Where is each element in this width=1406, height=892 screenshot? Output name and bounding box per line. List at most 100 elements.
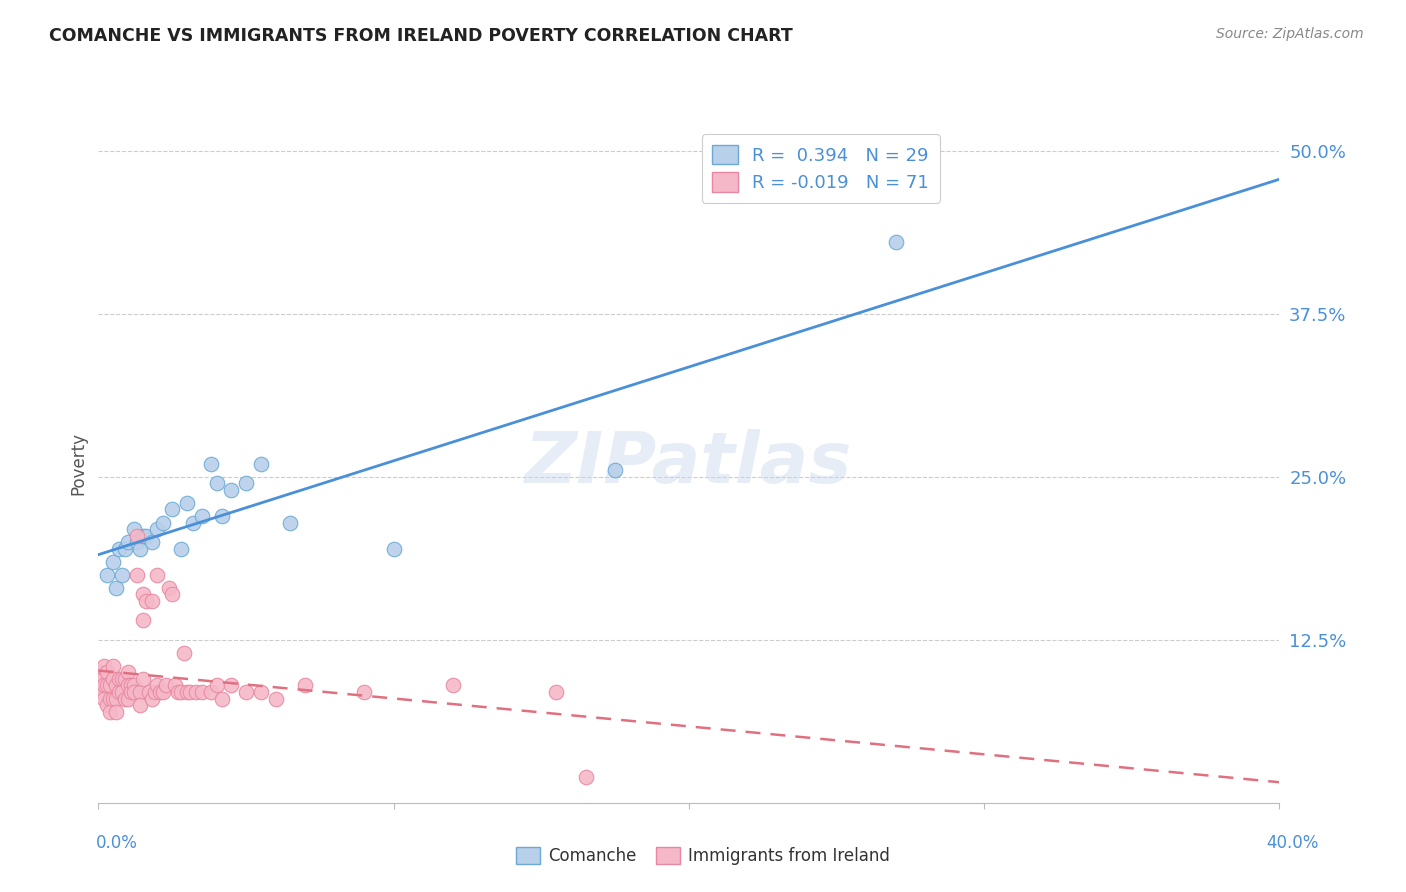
Point xyxy=(98,678,121,692)
Point xyxy=(294,678,316,692)
Point xyxy=(103,691,125,706)
Point xyxy=(162,502,183,516)
Legend: Comanche, Immigrants from Ireland: Comanche, Immigrants from Ireland xyxy=(509,840,897,872)
Point xyxy=(103,555,125,569)
Point xyxy=(128,698,150,712)
Point xyxy=(122,522,145,536)
Point xyxy=(143,685,166,699)
Point xyxy=(105,691,128,706)
Point xyxy=(165,678,187,692)
Point xyxy=(108,685,131,699)
Point xyxy=(91,685,114,699)
Point xyxy=(191,508,214,523)
Point xyxy=(128,541,150,556)
Point xyxy=(219,678,242,692)
Point xyxy=(155,678,177,692)
Point xyxy=(117,665,139,680)
Point xyxy=(205,476,228,491)
Point xyxy=(117,678,139,692)
Text: 40.0%: 40.0% xyxy=(1267,834,1319,852)
Point xyxy=(141,535,163,549)
Point xyxy=(114,541,136,556)
Point xyxy=(132,613,155,627)
Point xyxy=(91,672,114,686)
Point xyxy=(114,691,136,706)
Point xyxy=(146,678,169,692)
Point xyxy=(117,535,139,549)
Point xyxy=(250,457,273,471)
Point xyxy=(149,685,172,699)
Point xyxy=(353,685,375,699)
Point xyxy=(200,685,222,699)
Point xyxy=(96,567,118,582)
Text: COMANCHE VS IMMIGRANTS FROM IRELAND POVERTY CORRELATION CHART: COMANCHE VS IMMIGRANTS FROM IRELAND POVE… xyxy=(49,27,793,45)
Point xyxy=(152,685,174,699)
Text: Source: ZipAtlas.com: Source: ZipAtlas.com xyxy=(1216,27,1364,41)
Text: 0.0%: 0.0% xyxy=(96,834,138,852)
Point xyxy=(122,685,145,699)
Point xyxy=(200,457,222,471)
Point xyxy=(111,685,134,699)
Point xyxy=(184,685,207,699)
Point xyxy=(128,685,150,699)
Point xyxy=(105,581,128,595)
Point xyxy=(146,522,169,536)
Point xyxy=(96,678,118,692)
Point xyxy=(574,770,596,784)
Point xyxy=(179,685,201,699)
Point xyxy=(105,705,128,719)
Point xyxy=(884,235,907,250)
Point xyxy=(138,685,160,699)
Point xyxy=(111,672,134,686)
Point xyxy=(120,685,142,699)
Point xyxy=(191,685,214,699)
Point xyxy=(211,691,233,706)
Point xyxy=(205,678,228,692)
Point xyxy=(93,659,115,673)
Point xyxy=(181,516,204,530)
Point xyxy=(103,672,125,686)
Point xyxy=(157,581,180,595)
Point xyxy=(120,678,142,692)
Text: ZIPatlas: ZIPatlas xyxy=(526,429,852,499)
Point xyxy=(170,541,193,556)
Point xyxy=(235,476,257,491)
Point xyxy=(125,528,148,542)
Point xyxy=(278,516,302,530)
Point xyxy=(219,483,242,497)
Point xyxy=(132,587,155,601)
Point xyxy=(117,691,139,706)
Point xyxy=(141,691,163,706)
Point xyxy=(605,463,627,477)
Y-axis label: Poverty: Poverty xyxy=(69,433,87,495)
Point xyxy=(167,685,190,699)
Legend: R =  0.394   N = 29, R = -0.019   N = 71: R = 0.394 N = 29, R = -0.019 N = 71 xyxy=(702,134,939,202)
Point xyxy=(141,593,163,607)
Point xyxy=(135,528,157,542)
Point xyxy=(98,705,121,719)
Point xyxy=(93,678,115,692)
Point xyxy=(176,685,198,699)
Point xyxy=(135,593,157,607)
Point xyxy=(170,685,193,699)
Point xyxy=(90,672,112,686)
Point xyxy=(105,678,128,692)
Point xyxy=(441,678,464,692)
Point xyxy=(111,567,134,582)
Point xyxy=(146,567,169,582)
Point xyxy=(264,691,287,706)
Point xyxy=(176,496,198,510)
Point xyxy=(98,691,121,706)
Point xyxy=(125,535,148,549)
Point xyxy=(132,528,155,542)
Point xyxy=(96,665,118,680)
Point xyxy=(125,567,148,582)
Point xyxy=(103,659,125,673)
Point xyxy=(122,678,145,692)
Point xyxy=(162,587,183,601)
Point xyxy=(211,508,233,523)
Point xyxy=(544,685,567,699)
Point xyxy=(382,541,405,556)
Point xyxy=(152,516,174,530)
Point xyxy=(90,685,112,699)
